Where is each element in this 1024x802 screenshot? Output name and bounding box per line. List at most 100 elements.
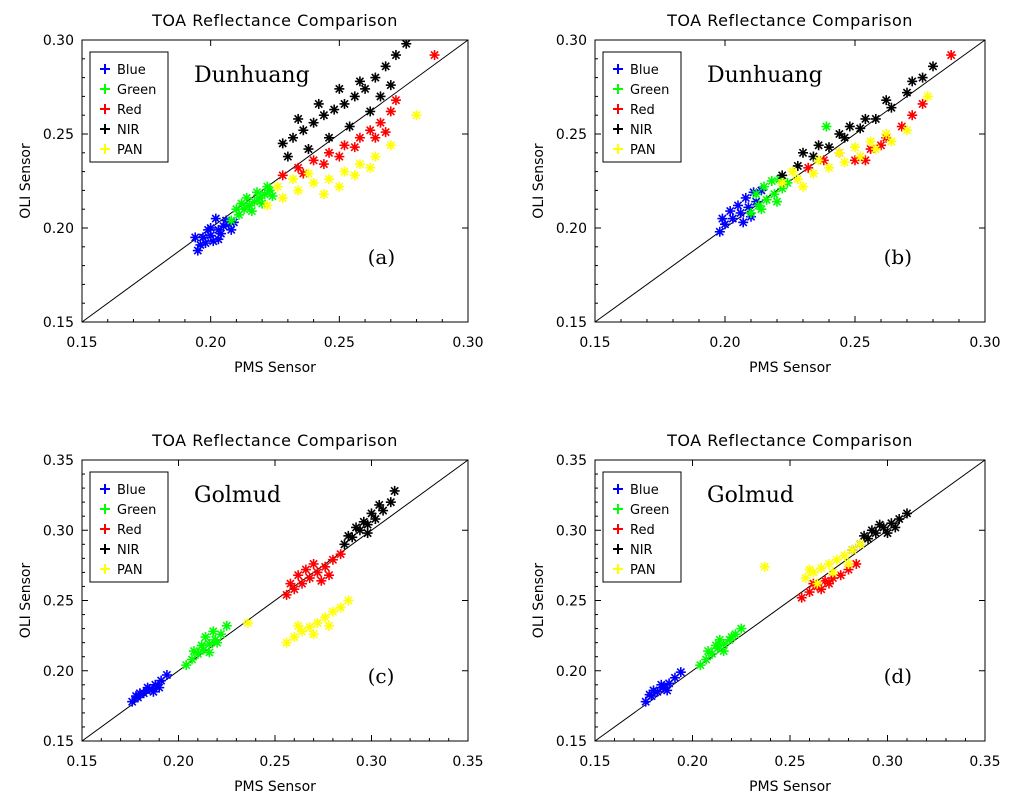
data-point xyxy=(703,646,714,657)
legend-label: Red xyxy=(630,523,655,538)
data-point xyxy=(759,561,770,572)
legend-label: NIR xyxy=(630,123,653,138)
data-point xyxy=(844,121,855,132)
data-point xyxy=(740,192,751,203)
data-point xyxy=(148,686,159,697)
legend-box xyxy=(602,51,682,163)
data-point xyxy=(213,234,224,245)
data-point xyxy=(316,575,327,586)
data-point xyxy=(262,200,273,211)
data-point xyxy=(777,177,788,188)
data-point xyxy=(246,206,257,217)
data-point xyxy=(375,91,386,102)
data-point xyxy=(285,578,296,589)
data-point xyxy=(881,95,892,106)
data-point xyxy=(876,140,886,151)
data-point xyxy=(242,617,253,628)
legend-item-blue: Blue xyxy=(613,483,659,498)
data-point xyxy=(855,123,866,134)
legend-item-pan: PAN xyxy=(613,143,656,158)
data-point xyxy=(429,50,440,61)
data-point xyxy=(385,497,396,508)
x-tick-label: 0.25 xyxy=(839,335,870,351)
data-point xyxy=(847,544,858,555)
x-axis-label: PMS Sensor xyxy=(749,779,831,795)
data-point xyxy=(259,189,270,200)
data-point xyxy=(318,159,329,170)
data-point xyxy=(870,113,881,124)
data-point xyxy=(188,646,199,657)
y-tick-label: 0.15 xyxy=(556,734,587,750)
data-point xyxy=(380,127,391,138)
series-green xyxy=(226,181,278,226)
data-point xyxy=(370,151,381,162)
data-point xyxy=(813,140,824,151)
y-tick-label: 0.20 xyxy=(556,664,587,680)
data-point xyxy=(312,567,323,578)
data-point xyxy=(370,514,381,525)
data-point xyxy=(251,187,262,198)
panel-a: TOA Reflectance Comparison 0.15 0.20 0.25 0.… xyxy=(18,11,484,376)
x-tick-label: 0.15 xyxy=(66,754,97,770)
data-point xyxy=(365,106,376,117)
x-tick-label: 0.25 xyxy=(259,754,290,770)
data-point xyxy=(354,159,365,170)
legend-item-green: Green xyxy=(613,83,669,98)
series-green xyxy=(181,620,232,671)
x-tick-label: 0.25 xyxy=(324,335,355,351)
data-point xyxy=(917,72,928,83)
legend-box xyxy=(89,471,169,583)
data-point xyxy=(370,132,381,143)
data-point xyxy=(385,80,396,91)
legend-item-nir: NIR xyxy=(613,543,653,558)
data-point xyxy=(874,519,885,530)
data-point xyxy=(339,166,350,177)
panel-b: TOA Reflectance Comparison 0.15 0.20 0.25 0.… xyxy=(531,11,1001,376)
legend-item-blue: Blue xyxy=(613,63,659,78)
legend-label: Blue xyxy=(117,483,146,498)
data-point xyxy=(293,162,304,173)
data-point xyxy=(738,217,749,228)
site-label: Golmud xyxy=(194,483,281,508)
y-tick-label: 0.30 xyxy=(556,523,587,539)
y-tick-label: 0.25 xyxy=(556,594,587,610)
legend-item-nir: NIR xyxy=(100,123,140,138)
data-point xyxy=(389,485,400,496)
data-point xyxy=(334,83,345,94)
data-point xyxy=(385,106,396,117)
data-point xyxy=(249,196,260,207)
plot-frame xyxy=(81,39,469,323)
data-point xyxy=(896,121,907,132)
data-point xyxy=(289,632,300,643)
series-blue xyxy=(127,669,172,707)
panel-label: (d) xyxy=(884,664,912,688)
data-point xyxy=(736,623,747,634)
chart-title: TOA Reflectance Comparison xyxy=(151,11,398,30)
data-point xyxy=(735,207,746,218)
data-point xyxy=(344,121,355,132)
data-point xyxy=(329,104,340,115)
data-point xyxy=(772,196,782,207)
data-point xyxy=(324,174,335,185)
legend-item-green: Green xyxy=(613,503,669,518)
data-point xyxy=(922,91,933,102)
series-nir xyxy=(777,61,938,181)
data-point xyxy=(725,206,736,217)
one-to-one-line xyxy=(81,39,469,323)
x-tick-label: 0.15 xyxy=(579,754,610,770)
data-point xyxy=(293,570,304,581)
data-point xyxy=(855,539,866,550)
data-point xyxy=(272,181,283,192)
data-point xyxy=(221,620,232,631)
data-point xyxy=(714,634,725,645)
y-tick-label: 0.30 xyxy=(43,523,74,539)
legend-item-pan: PAN xyxy=(613,563,656,578)
data-point xyxy=(339,98,350,109)
legend-label: NIR xyxy=(117,123,140,138)
data-point xyxy=(304,573,315,584)
data-point xyxy=(297,626,308,637)
chart-title: TOA Reflectance Comparison xyxy=(151,431,398,450)
data-point xyxy=(308,155,319,166)
series-pan xyxy=(759,539,866,589)
